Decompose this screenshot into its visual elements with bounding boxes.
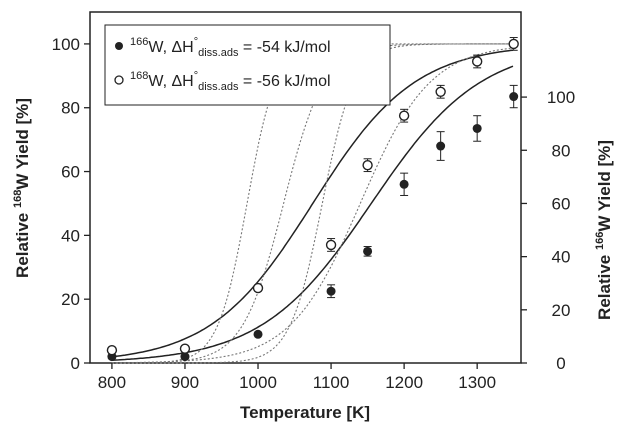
data-points (106, 37, 519, 362)
fit-curve-dotted (111, 43, 513, 364)
data-point-filled (180, 352, 190, 362)
left-y-tick-label: 20 (61, 290, 80, 309)
x-axis-title: Temperature [K] (240, 403, 370, 422)
data-point-filled (509, 92, 519, 102)
data-point-open (471, 56, 483, 67)
data-point-filled (436, 141, 446, 151)
x-tick-label: 1000 (239, 373, 277, 392)
right-axis-title: Relative 166W Yield [%] (594, 140, 614, 320)
left-axis-title: Relative 168W Yield [%] (12, 98, 32, 278)
plot-frame (89, 11, 522, 364)
data-point-open (398, 110, 410, 121)
x-tick-label: 1200 (385, 373, 423, 392)
fit-curve-solid (111, 65, 514, 361)
legend-label: 166W, ΔH°diss.ads = -54 kJ/mol (130, 36, 331, 59)
left-y-tick-label: 100 (52, 35, 80, 54)
x-tick-label: 1300 (458, 373, 496, 392)
fit-curve-solid (111, 49, 514, 358)
right-y-tick-label: 60 (552, 194, 571, 213)
right-axis-ticks: 0 20 40 60 80 100 (521, 88, 575, 373)
right-y-tick-label: 100 (547, 88, 575, 107)
fit-curve-dotted (111, 47, 514, 364)
legend-box (104, 24, 391, 106)
legend-marker-open (114, 75, 124, 85)
data-point-filled (253, 329, 263, 339)
x-tick-label: 1100 (313, 373, 350, 392)
data-point-filled (326, 286, 336, 296)
left-axis-ticks: 0 20 40 60 80 100 (52, 35, 90, 373)
x-axis-ticks: 800 900 1000 1100 1200 1300 (98, 363, 496, 392)
data-point-open (435, 86, 446, 97)
legend: 166W, ΔH°diss.ads = -54 kJ/mol 168W, ΔH°… (104, 24, 391, 106)
data-point-filled (472, 123, 482, 133)
left-y-tick-label: 40 (61, 226, 80, 245)
data-point-open (508, 38, 519, 50)
data-point-filled (363, 246, 373, 256)
right-y-tick-label: 0 (556, 354, 565, 373)
data-point-open (179, 343, 191, 354)
right-y-tick-label: 20 (552, 301, 571, 320)
data-point-open (106, 345, 118, 356)
legend-label: 168W, ΔH°diss.ads = -56 kJ/mol (130, 70, 331, 93)
left-y-tick-label: 80 (61, 99, 80, 118)
data-point-open (362, 159, 373, 171)
left-y-tick-label: 0 (71, 354, 80, 373)
legend-entry: 166W, ΔH°diss.ads = -54 kJ/mol (115, 36, 331, 59)
right-y-tick-label: 40 (552, 248, 571, 267)
left-y-tick-label: 60 (61, 163, 80, 182)
x-tick-label: 800 (98, 373, 126, 392)
data-point-filled (399, 179, 409, 189)
legend-entry: 168W, ΔH°diss.ads = -56 kJ/mol (114, 70, 331, 93)
data-point-open (325, 239, 337, 251)
legend-marker-filled (115, 42, 123, 50)
x-tick-label: 900 (171, 373, 199, 392)
fit-curve-dotted (111, 43, 513, 364)
right-y-tick-label: 80 (552, 141, 571, 160)
data-point-open (252, 282, 264, 294)
